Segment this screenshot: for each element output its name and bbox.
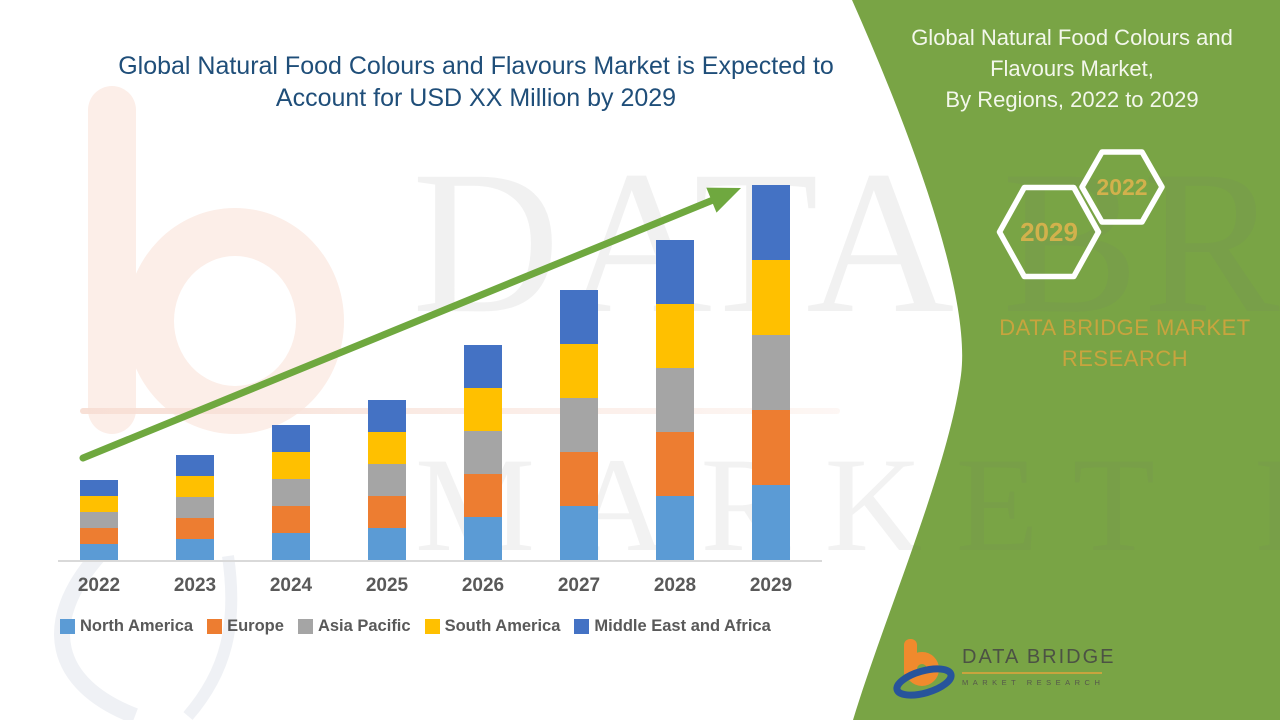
bar-segment-europe: [368, 496, 406, 528]
data-bridge-logo-icon: [893, 639, 955, 699]
bar-segment-north-america: [176, 539, 214, 560]
legend-label-south-america: South America: [444, 617, 561, 635]
legend-swatch-europe: [207, 619, 223, 634]
x-axis-label-2028: 2028: [653, 575, 697, 596]
x-axis-label-2027: 2027: [557, 575, 601, 596]
bar-segment-europe: [752, 410, 790, 485]
brand-text: DATA BRIDGE MARKET RESEARCH: [950, 312, 1280, 374]
bar-segment-north-america: [656, 496, 694, 560]
x-axis-label-2029: 2029: [749, 575, 793, 596]
bar-segment-europe: [272, 506, 310, 533]
x-axis-label-2022: 2022: [77, 575, 121, 596]
brand-text-line1: DATA BRIDGE MARKET: [999, 315, 1251, 340]
bar-segment-middle-east-and-africa: [80, 480, 118, 496]
x-axis-label-2023: 2023: [173, 575, 217, 596]
bar-segment-south-america: [752, 260, 790, 335]
x-axis-label-2026: 2026: [461, 575, 505, 596]
legend-item-north-america: North America: [60, 617, 193, 636]
legend-label-asia-pacific: Asia Pacific: [317, 617, 411, 635]
bar-segment-asia-pacific: [176, 497, 214, 518]
bar-segment-south-america: [176, 476, 214, 497]
bar-segment-north-america: [272, 533, 310, 560]
data-bridge-logo-text: DATA BRIDGE MARKET RESEARCH: [962, 646, 1142, 687]
side-panel-heading-line1: Global Natural Food Colours and: [911, 25, 1233, 50]
legend-item-europe: Europe: [207, 617, 284, 636]
bar-segment-north-america: [560, 506, 598, 560]
legend-item-middle-east-and-africa: Middle East and Africa: [574, 617, 771, 636]
bar-segment-asia-pacific: [80, 512, 118, 528]
legend-label-europe: Europe: [227, 617, 284, 635]
side-panel-heading: Global Natural Food Colours and Flavours…: [872, 22, 1272, 115]
x-axis-label-2025: 2025: [365, 575, 409, 596]
chart-legend: North America Europe Asia Pacific South Ame…: [60, 617, 771, 636]
logo-tagline: MARKET RESEARCH: [962, 678, 1105, 687]
bar-segment-asia-pacific: [752, 335, 790, 410]
chart-title: Global Natural Food Colours and Flavours…: [60, 50, 892, 114]
chart-title-line1: Global Natural Food Colours and Flavours…: [118, 52, 834, 80]
x-axis-label-2024: 2024: [269, 575, 313, 596]
legend-label-north-america: North America: [80, 617, 194, 635]
bar-segment-europe: [464, 474, 502, 517]
x-axis-line: [58, 560, 822, 562]
legend-item-asia-pacific: Asia Pacific: [297, 617, 411, 636]
bar-segment-middle-east-and-africa: [752, 185, 790, 260]
bar-segment-north-america: [80, 544, 118, 560]
bar-segment-north-america: [464, 517, 502, 560]
bar-segment-europe: [176, 518, 214, 539]
legend-swatch-middle-east-and-africa: [574, 619, 590, 634]
bar-2022: [80, 480, 118, 560]
bar-2029: [752, 185, 790, 560]
logo-underline: [962, 672, 1102, 674]
legend-label-middle-east-and-africa: Middle East and Africa: [594, 617, 771, 635]
side-panel-heading-line3: By Regions, 2022 to 2029: [945, 87, 1199, 112]
legend-swatch-asia-pacific: [297, 619, 313, 634]
legend-swatch-north-america: [60, 619, 75, 634]
legend-swatch-south-america: [424, 619, 440, 634]
bar-segment-asia-pacific: [368, 464, 406, 496]
bar-segment-north-america: [752, 485, 790, 560]
bar-2023: [176, 455, 214, 560]
bar-segment-europe: [80, 528, 118, 544]
brand-text-line2: RESEARCH: [1061, 346, 1189, 371]
bar-segment-north-america: [368, 528, 406, 560]
legend-item-south-america: South America: [424, 617, 561, 636]
bar-segment-asia-pacific: [272, 479, 310, 506]
side-panel-heading-line2: Flavours Market,: [990, 56, 1154, 81]
chart-title-line2: Account for USD XX Million by 2029: [275, 84, 677, 112]
logo-name-text: DATA BRIDGE: [962, 646, 1116, 668]
bar-segment-south-america: [80, 496, 118, 512]
